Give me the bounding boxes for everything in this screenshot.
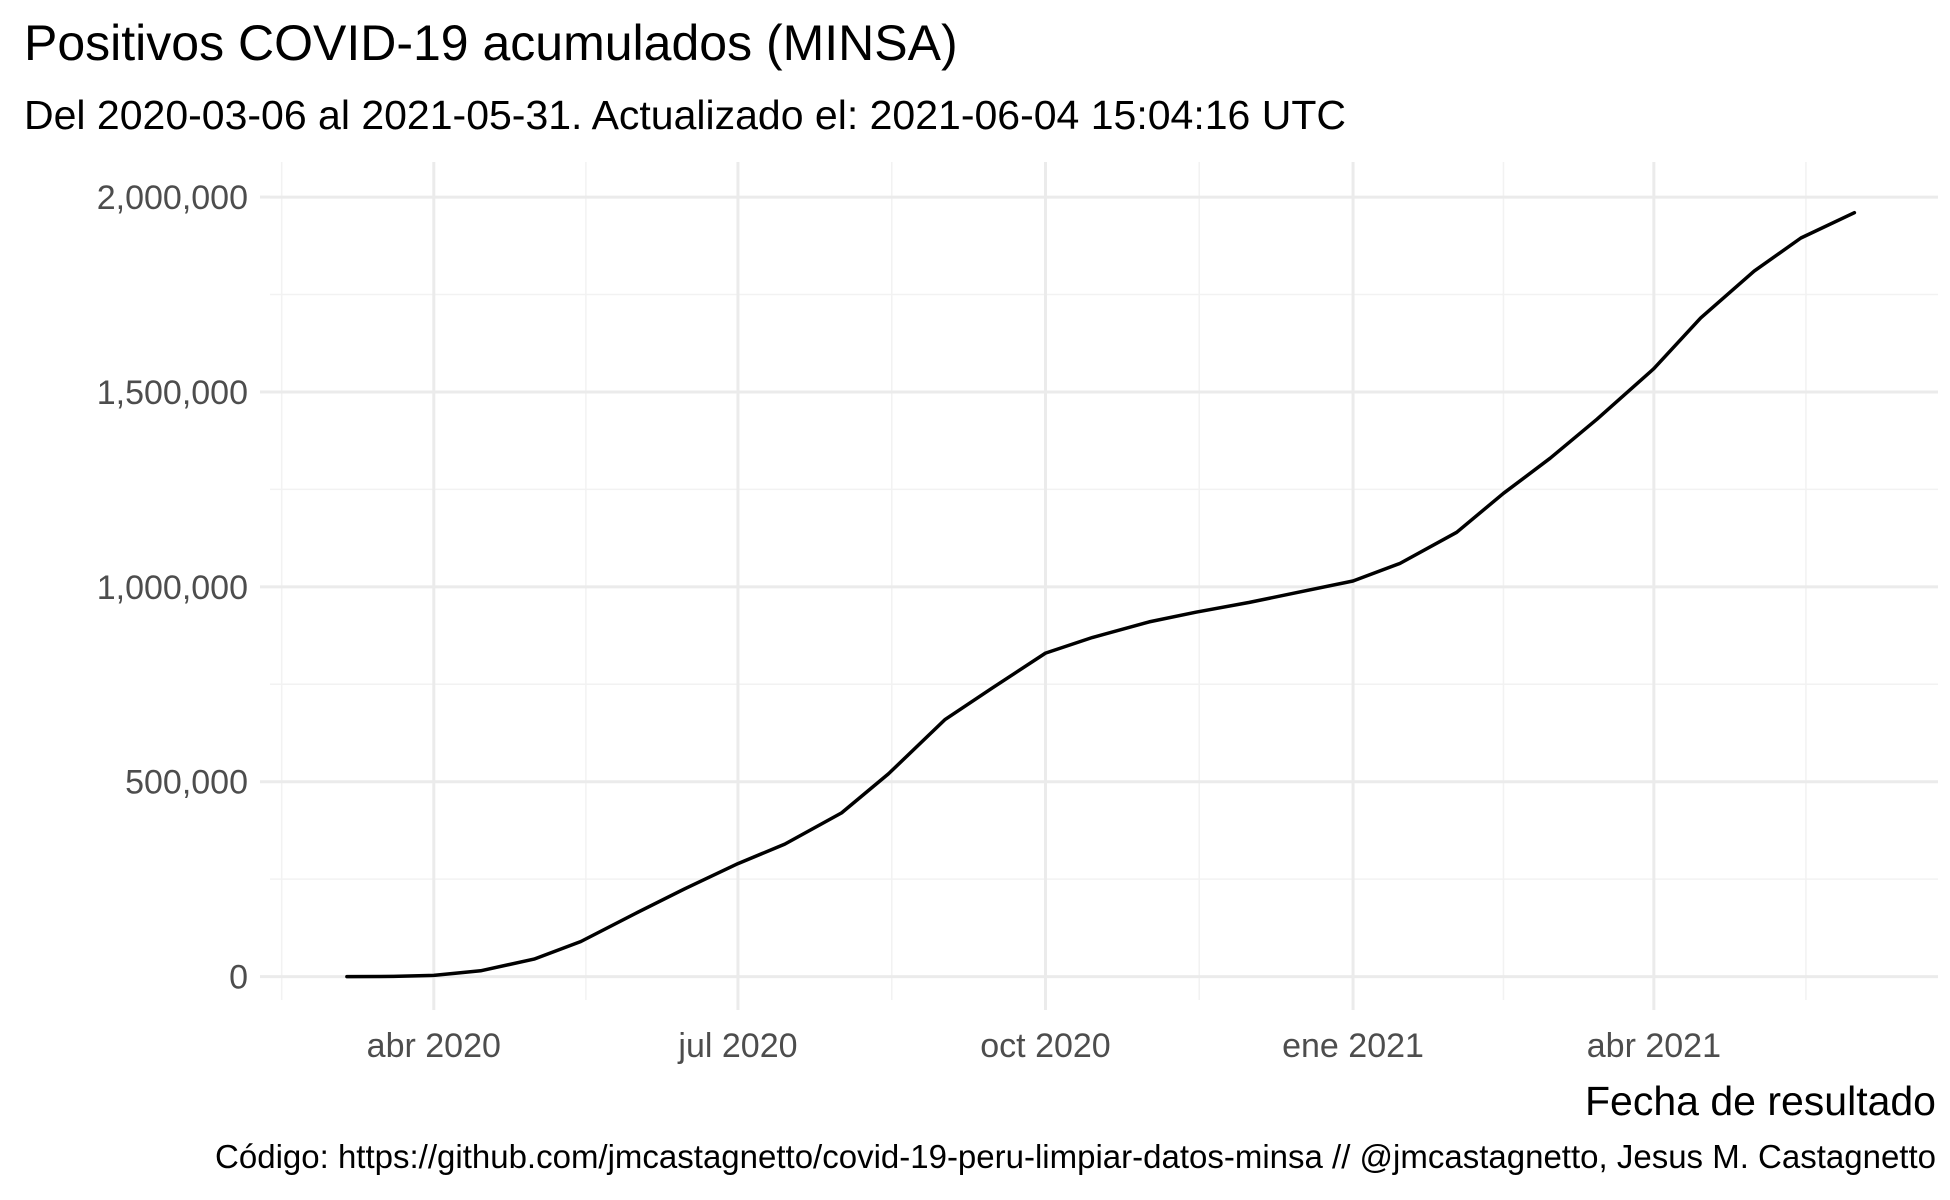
x-axis-labels: abr 2020 jul 2020 oct 2020 ene 2021 abr 2021 [367,1027,1721,1065]
chart-subtitle: Del 2020-03-06 al 2021-05-31. Actualizad… [24,92,1346,138]
y-tick-label: 1,000,000 [97,569,248,607]
y-tick-label: 500,000 [125,764,248,802]
x-tick-label: abr 2020 [367,1027,501,1065]
y-tick-label: 1,500,000 [97,374,248,412]
x-tick-label: oct 2020 [980,1027,1110,1065]
major-grid [270,162,1938,1000]
minor-grid [270,162,1938,1000]
x-axis-ticks [432,1000,1656,1010]
x-tick-label: jul 2020 [677,1027,797,1065]
x-tick-label: abr 2021 [1587,1027,1721,1065]
chart-title: Positivos COVID-19 acumulados (MINSA) [24,15,958,71]
series-layer [345,210,1857,979]
y-tick-label: 0 [229,959,248,997]
x-tick-label: ene 2021 [1282,1027,1424,1065]
y-axis-labels: 0 500,000 1,000,000 1,500,000 2,000,000 [97,179,248,997]
y-tick-label: 2,000,000 [97,179,248,217]
y-axis-ticks [260,195,270,979]
x-axis-title: Fecha de resultado [1585,1078,1936,1124]
chart-caption: Código: https://github.com/jmcastagnetto… [215,1138,1936,1175]
series-line [345,210,1857,979]
